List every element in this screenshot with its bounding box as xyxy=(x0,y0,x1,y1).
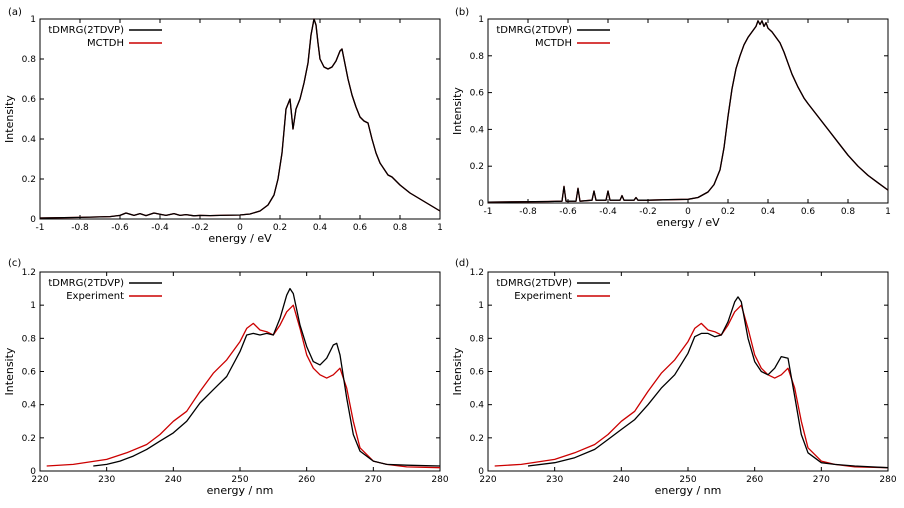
legend-label: tDMRG(2TDVP) xyxy=(496,278,572,289)
panel-4: (d) 220 230 240 250 260 270 280 0 0.2 0.4 0.6 0.8 1 1.… xyxy=(451,258,897,497)
y-tick-label: 0.8 xyxy=(470,52,485,62)
series-line-2 xyxy=(494,304,889,469)
x-tick-label: -1 xyxy=(484,207,493,217)
x-tick-label: 0.4 xyxy=(761,207,776,217)
x-tick-label: -0.8 xyxy=(71,223,89,233)
x-tick-label: 230 xyxy=(98,475,115,485)
y-tick-label: 0 xyxy=(478,467,484,477)
panel-label: (a) xyxy=(8,7,22,18)
x-tick-label: 270 xyxy=(365,475,382,485)
y-tick-label: 1 xyxy=(478,301,484,311)
y-axis-label: Intensity xyxy=(3,95,16,143)
y-tick-label: 0.2 xyxy=(470,162,484,172)
legend-label: Experiment xyxy=(514,291,572,302)
x-tick-label: 240 xyxy=(165,475,182,485)
series-line-1 xyxy=(487,20,889,203)
x-tick-label: 220 xyxy=(31,475,48,485)
y-tick-label: 0 xyxy=(30,467,36,477)
x-tick-label: -0.6 xyxy=(111,223,129,233)
panel-label: (b) xyxy=(455,7,469,18)
x-tick-label: 1 xyxy=(437,223,443,233)
x-tick-label: 1 xyxy=(885,207,891,217)
legend-label: tDMRG(2TDVP) xyxy=(48,278,124,289)
series-line-1 xyxy=(39,18,441,219)
series-line-1 xyxy=(93,287,441,467)
x-axis-label: energy / eV xyxy=(656,216,720,229)
y-tick-label: 0.8 xyxy=(470,334,485,344)
x-tick-label: -0.4 xyxy=(151,223,169,233)
panel-label: (c) xyxy=(8,258,21,269)
plot-frame xyxy=(39,18,441,220)
x-tick-label: 260 xyxy=(298,475,315,485)
legend-label: MCTDH xyxy=(87,38,124,49)
y-tick-label: 0.6 xyxy=(470,368,485,378)
legend-label: Experiment xyxy=(66,291,124,302)
x-tick-label: 250 xyxy=(679,475,696,485)
panel-label: (d) xyxy=(455,258,469,269)
y-tick-label: 0.8 xyxy=(22,55,37,65)
y-axis-label: Intensity xyxy=(451,347,464,395)
x-tick-label: -0.2 xyxy=(191,223,209,233)
x-tick-label: -1 xyxy=(36,223,45,233)
x-tick-label: 0 xyxy=(685,207,691,217)
legend-label: MCTDH xyxy=(535,38,572,49)
y-tick-label: 1.2 xyxy=(22,268,36,278)
x-tick-label: 0.2 xyxy=(273,223,287,233)
x-axis-label: energy / eV xyxy=(208,232,272,245)
x-tick-label: 240 xyxy=(613,475,630,485)
y-tick-label: 0.2 xyxy=(22,175,36,185)
y-tick-label: 0.6 xyxy=(22,95,37,105)
x-tick-label: 250 xyxy=(231,475,248,485)
panel-3: (c) 220 230 240 250 260 270 280 0 0.2 0.4 0.6 0.8 1 1.… xyxy=(3,258,449,497)
legend-label: tDMRG(2TDVP) xyxy=(496,25,572,36)
x-tick-label: -0.8 xyxy=(519,207,537,217)
x-tick-label: 0.4 xyxy=(313,223,328,233)
x-tick-label: 0.8 xyxy=(393,223,408,233)
y-tick-label: 0.2 xyxy=(22,434,36,444)
series-line-2 xyxy=(46,304,441,469)
y-tick-label: 0 xyxy=(478,199,484,209)
panel-1: (a) -1 -0.8 -0.6 -0.4 -0.2 0 0.2 0.4 0.6 0.8 1 0 0.2 0… xyxy=(3,7,443,245)
x-tick-label: -0.2 xyxy=(639,207,657,217)
y-tick-label: 1.2 xyxy=(470,268,484,278)
y-tick-label: 1 xyxy=(478,15,484,25)
legend-label: tDMRG(2TDVP) xyxy=(48,25,124,36)
y-tick-label: 0 xyxy=(30,215,36,225)
y-tick-label: 0.8 xyxy=(22,334,37,344)
x-axis-label: energy / nm xyxy=(655,484,722,497)
panel-2: (b) -1 -0.8 -0.6 -0.4 -0.2 0 0.2 0.4 0.6 0.8 1 0 0.2 0… xyxy=(451,7,891,229)
x-tick-label: -0.4 xyxy=(599,207,617,217)
x-tick-label: 280 xyxy=(879,475,896,485)
x-tick-label: 0.6 xyxy=(353,223,368,233)
y-tick-label: 0.6 xyxy=(22,368,37,378)
y-tick-label: 1 xyxy=(30,15,36,25)
x-tick-label: 270 xyxy=(813,475,830,485)
y-tick-label: 0.6 xyxy=(470,89,485,99)
y-tick-label: 0.2 xyxy=(470,434,484,444)
x-tick-label: 0.2 xyxy=(721,207,735,217)
x-tick-label: 230 xyxy=(546,475,563,485)
y-tick-label: 0.4 xyxy=(22,401,37,411)
x-axis-label: energy / nm xyxy=(207,484,274,497)
y-axis-label: Intensity xyxy=(3,347,16,395)
y-tick-label: 1 xyxy=(30,301,36,311)
x-tick-label: 280 xyxy=(431,475,448,485)
y-axis-label: Intensity xyxy=(451,87,464,135)
y-tick-label: 0.4 xyxy=(22,135,37,145)
x-tick-label: 260 xyxy=(746,475,763,485)
x-tick-label: 0.8 xyxy=(841,207,856,217)
series-line-1 xyxy=(527,296,889,469)
x-tick-label: 220 xyxy=(479,475,496,485)
x-tick-label: -0.6 xyxy=(559,207,577,217)
x-tick-label: 0.6 xyxy=(801,207,816,217)
y-tick-label: 0.4 xyxy=(470,401,485,411)
x-tick-label: 0 xyxy=(237,223,243,233)
y-tick-label: 0.4 xyxy=(470,125,485,135)
